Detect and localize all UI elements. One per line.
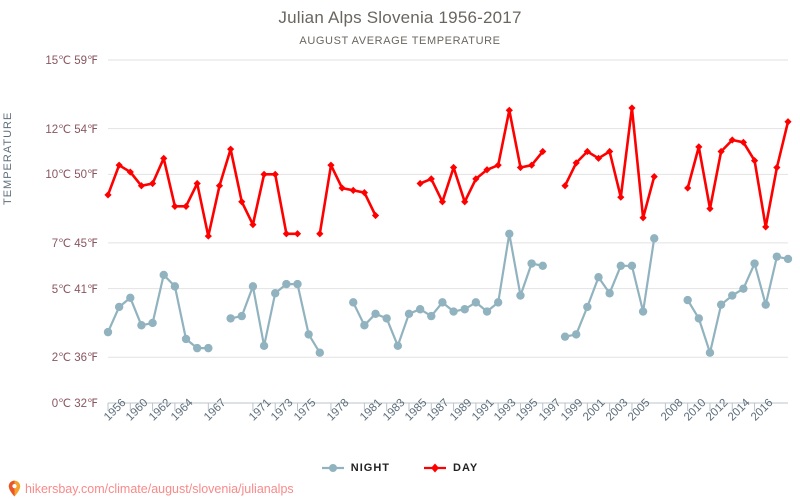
y-axis-tick-label: 5℃ 41℉ [51,283,98,296]
y-axis-tick-label: 0℃ 32℉ [51,398,98,410]
source-footer[interactable]: hikersbay.com/climate/august/slovenia/ju… [8,480,294,497]
legend-item-night[interactable]: NIGHT [321,462,390,474]
chart-subtitle: AUGUST AVERAGE TEMPERATURE [299,35,501,47]
y-axis-tick-label: 10℃ 50℉ [45,169,98,182]
y-axis-ticks: 15℃ 59℉ 12℃ 54℉ 10℃ 50℉ 7℃ 45℉ 5℃ 41℉ 2℃ 36℉ 0… [0,0,98,500]
day-series-icon [424,463,446,473]
night-series-icon [321,464,344,472]
legend-label-day: DAY [453,462,479,474]
legend-item-day[interactable]: DAY [424,462,478,474]
y-axis-tick-label: 7℃ 45℉ [51,237,98,250]
y-axis-tick-label: 15℃ 59℉ [45,55,98,67]
map-pin-icon [8,480,21,497]
chart-legend: NIGHT DAY [0,462,800,474]
page-title: Julian Alps Slovenia 1956-2017 [278,8,522,27]
source-url: hikersbay.com/climate/august/slovenia/ju… [25,481,294,496]
y-axis-tick-label: 12℃ 54℉ [45,123,98,136]
legend-label-night: NIGHT [350,462,390,474]
y-axis-tick-label: 2℃ 36℉ [51,352,98,365]
